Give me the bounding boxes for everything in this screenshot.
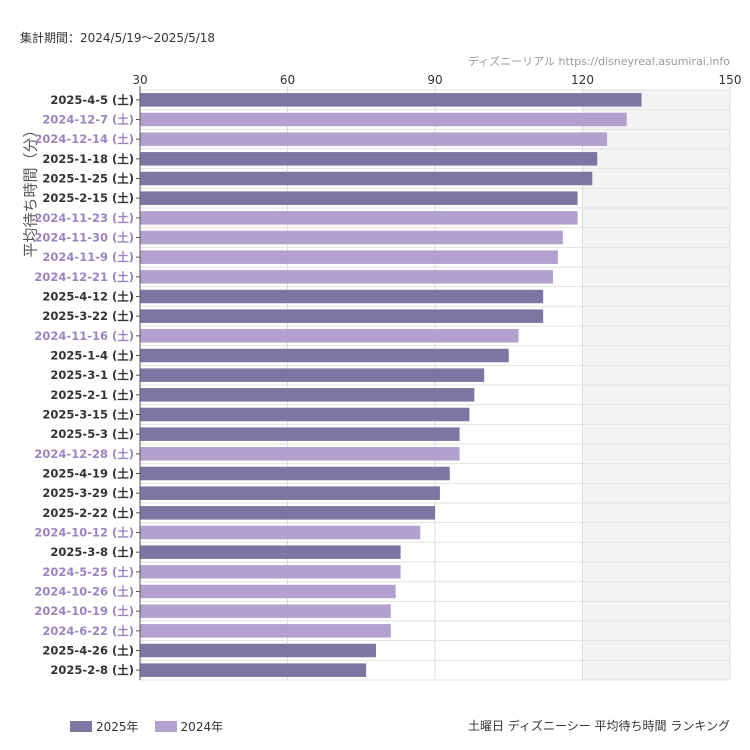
category-label: 2025-4-12 (土) (42, 290, 134, 304)
bar (140, 230, 563, 245)
legend-item-2025[interactable]: 2025年 (70, 718, 139, 735)
category-label: 2025-3-8 (土) (50, 545, 134, 559)
bar (140, 506, 435, 520)
category-label: 2024-11-30 (土) (34, 231, 134, 245)
bar (140, 289, 544, 304)
bar (140, 171, 593, 186)
category-label: 2025-4-5 (土) (50, 93, 134, 107)
category-label: 2025-2-22 (土) (42, 506, 134, 520)
legend-item-2024[interactable]: 2024年 (154, 718, 224, 735)
category-label: 2024-12-21 (土) (34, 270, 134, 284)
bar (140, 663, 367, 677)
chart-footer-title: 土曜日 ディズニーシー 平均待ち時間 ランキング (467, 719, 730, 733)
category-label: 2024-11-16 (土) (34, 329, 134, 343)
bar (140, 643, 376, 658)
category-label: 2024-12-14 (土) (34, 132, 134, 146)
category-label: 2024-10-12 (土) (34, 526, 134, 540)
category-label: 2024-6-22 (土) (42, 624, 134, 638)
category-label: 2025-1-4 (土) (50, 349, 134, 363)
category-label: 2025-3-15 (土) (42, 408, 134, 422)
category-label: 2024-11-9 (土) (42, 250, 134, 264)
category-label: 2024-12-28 (土) (34, 447, 134, 461)
bar (140, 112, 627, 127)
category-label: 2025-1-18 (土) (42, 152, 134, 166)
x-tick-label: 150 (719, 73, 742, 87)
legend-swatch-2025 (70, 721, 92, 732)
bar (140, 132, 608, 146)
bar (140, 545, 401, 559)
x-tick-label: 60 (280, 73, 295, 87)
category-label: 2025-2-8 (土) (50, 663, 134, 677)
bar (140, 368, 485, 382)
bar (140, 584, 396, 599)
category-label: 2025-5-3 (土) (50, 427, 134, 441)
bar (140, 447, 460, 461)
x-tick-label: 90 (427, 73, 442, 87)
bar (140, 152, 598, 166)
bar (140, 466, 450, 481)
period-text: 集計期間：2024/5/19～2025/5/18 (20, 31, 216, 45)
category-label: 2025-4-26 (土) (42, 644, 134, 658)
bar (140, 191, 578, 205)
legend: 2025年 2024年 (70, 718, 239, 735)
bar (140, 348, 509, 363)
legend-label-2024: 2024年 (180, 720, 224, 734)
source-credit: ディズニーリアル https://disneyreal.asumirai.inf… (467, 55, 730, 68)
category-label: 2025-4-19 (土) (42, 467, 134, 481)
bar (140, 309, 544, 323)
category-label: 2025-1-25 (土) (42, 172, 134, 186)
bar (140, 486, 440, 500)
bar (140, 329, 519, 343)
bar (140, 604, 391, 618)
bar (140, 525, 421, 540)
bar (140, 270, 553, 284)
category-label: 2024-5-25 (土) (42, 565, 134, 579)
category-label: 2025-3-1 (土) (50, 368, 134, 382)
legend-label-2025: 2025年 (96, 720, 139, 734)
x-tick-label: 30 (132, 73, 147, 87)
bar (140, 211, 578, 225)
category-label: 2024-12-7 (土) (42, 113, 134, 127)
category-label: 2025-2-1 (土) (50, 388, 134, 402)
category-label: 2024-10-26 (土) (34, 585, 134, 599)
bar-chart: 30 60 90 120 150 2025-4-5 (土) 2024-12-7 (土) 202… (34, 73, 742, 681)
category-label: 2025-2-15 (土) (42, 191, 134, 205)
bar (140, 565, 401, 579)
bar (140, 250, 558, 264)
bar (140, 407, 470, 422)
bar (140, 388, 475, 402)
category-label: 2024-10-19 (土) (34, 604, 134, 618)
bar (140, 427, 460, 441)
category-label: 2025-3-29 (土) (42, 486, 134, 500)
bar (140, 624, 391, 638)
legend-swatch-2024 (154, 721, 177, 732)
bar (140, 93, 642, 107)
x-tick-label: 120 (571, 73, 594, 87)
category-label: 2025-3-22 (土) (42, 309, 134, 323)
category-label: 2024-11-23 (土) (34, 211, 134, 225)
